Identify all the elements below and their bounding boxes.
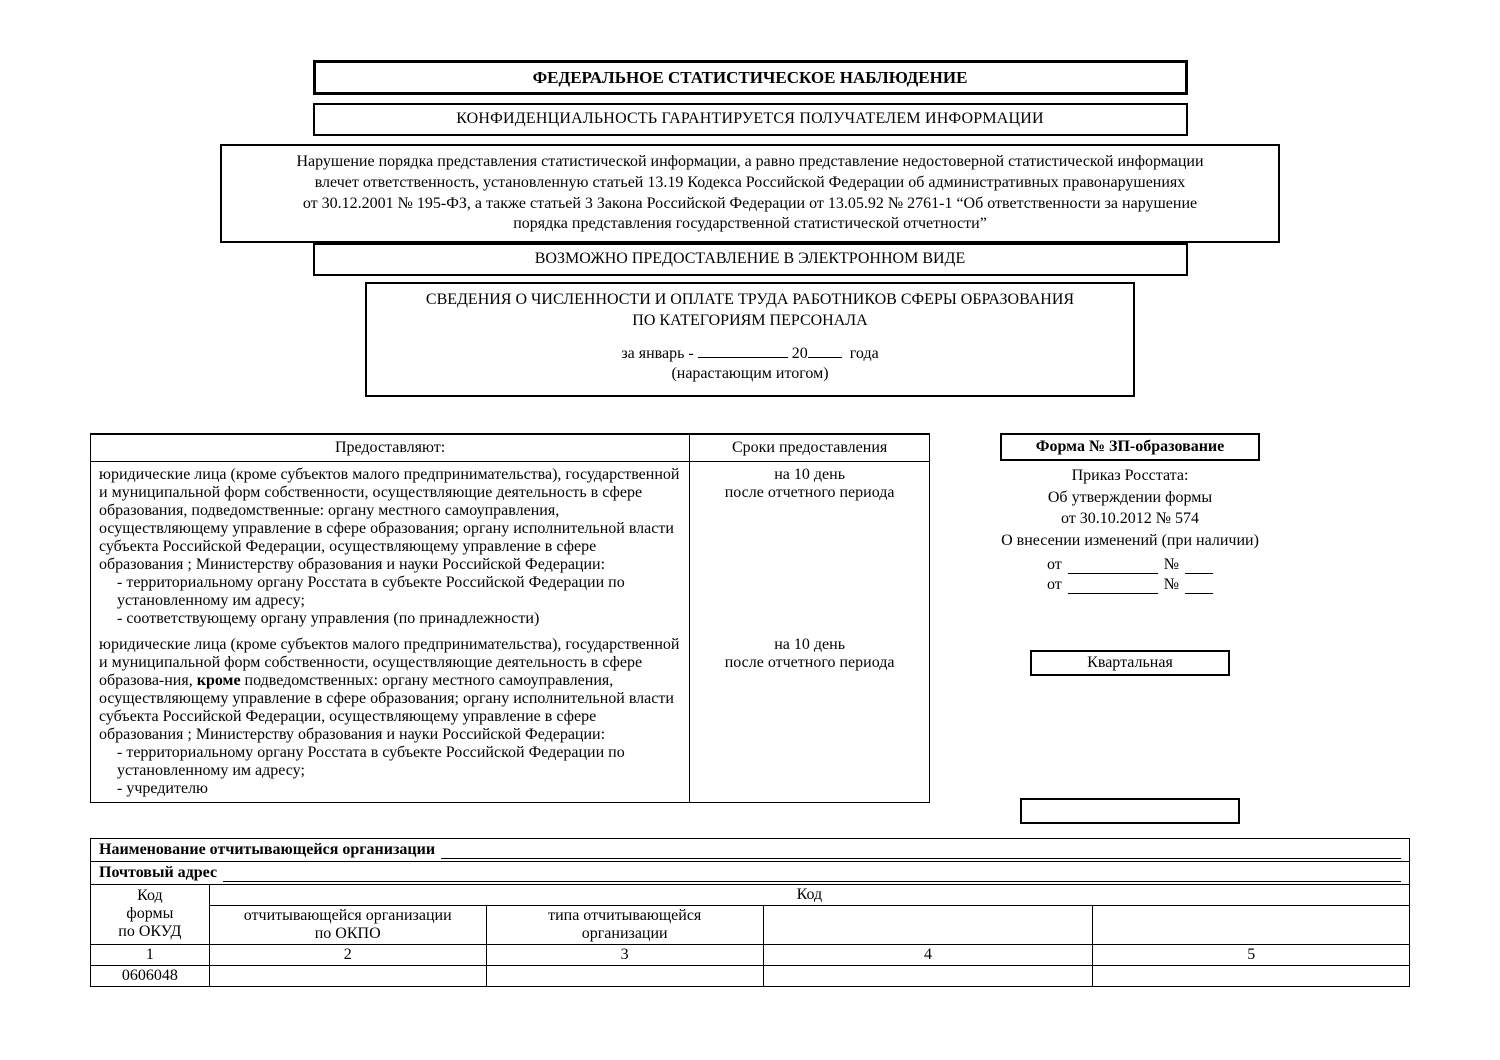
codes-h-codebig: Код xyxy=(209,884,1409,905)
decree-line: Приказ Росстата: xyxy=(960,465,1300,487)
provide-row1-p1: юридические лица (кроме субъектов малого… xyxy=(99,466,681,574)
document-page: ФЕДЕРАЛЬНОЕ СТАТИСТИЧЕСКОЕ НАБЛЮДЕНИЕ КО… xyxy=(0,0,1500,1060)
middle-region: Предоставляют: Сроки предоставления юрид… xyxy=(90,433,1410,823)
provide-row2-p1: юридические лица (кроме субъектов малого… xyxy=(99,636,681,744)
provide-row2-p1b: кроме xyxy=(197,672,241,689)
warning-line-3: от 30.12.2001 № 195-ФЗ, а также статьей … xyxy=(236,194,1264,215)
right-column: Форма № ЗП-образование Приказ Росстата: … xyxy=(960,433,1300,823)
confidentiality-text: КОНФИДЕНЦИАЛЬНОСТЬ ГАРАНТИРУЕТСЯ ПОЛУЧАТ… xyxy=(456,110,1044,127)
org-name-line: Наименование отчитывающейся организации xyxy=(90,838,1410,861)
from-no-lines: от № от № xyxy=(1047,554,1213,594)
approve-date: от 30.10.2012 № 574 xyxy=(960,508,1300,530)
warning-line-2: влечет ответственность, установленную ст… xyxy=(236,173,1264,194)
codes-h-code: Код xyxy=(97,887,203,905)
periodicity-text: Квартальная xyxy=(1087,654,1173,671)
codes-h-type-l2: организации xyxy=(493,925,757,943)
provide-row2-t1: на 10 день xyxy=(698,636,921,654)
codes-v2[interactable] xyxy=(209,965,486,986)
period-line: за январь - 20 года xyxy=(379,342,1121,365)
codes-h-okpo: отчитывающейся организации по ОКПО xyxy=(209,905,486,944)
provide-row2-b2: - учредителю xyxy=(117,780,681,798)
warning-line-4: порядка представления государственной ст… xyxy=(236,214,1264,235)
codes-v5[interactable] xyxy=(1093,965,1410,986)
info-line-1: СВЕДЕНИЯ О ЧИСЛЕННОСТИ И ОПЛАТЕ ТРУДА РА… xyxy=(379,290,1121,311)
form-number-text: Форма № ЗП-образование xyxy=(1036,438,1225,455)
provide-row1-b2: - соответствующему органу управления (по… xyxy=(117,610,681,628)
provide-col2-header: Сроки предоставления xyxy=(690,434,930,462)
codes-h-okpo-l2: по ОКПО xyxy=(216,925,480,943)
periodicity-box: Квартальная xyxy=(1030,650,1230,676)
codes-n5: 5 xyxy=(1093,944,1410,965)
provide-row2-desc: юридические лица (кроме субъектов малого… xyxy=(91,632,690,803)
provide-row1-b1: - территориальному органу Росстата в суб… xyxy=(117,574,681,610)
codes-table: Код формы по ОКУД Код отчитывающейся орг… xyxy=(90,884,1410,987)
info-box: СВЕДЕНИЯ О ЧИСЛЕННОСТИ И ОПЛАТЕ ТРУДА РА… xyxy=(365,282,1135,397)
period-note: (нарастающим итогом) xyxy=(379,364,1121,385)
provide-row2-timing: на 10 день после отчетного периода xyxy=(690,632,930,803)
codes-h-empty-2 xyxy=(1093,905,1410,944)
codes-n4: 4 xyxy=(763,944,1093,965)
org-name-label: Наименование отчитывающейся организации xyxy=(99,841,435,859)
codes-h-okpo-l1: отчитывающейся организации xyxy=(216,907,480,925)
from-no-row-2: от № xyxy=(1047,576,1213,594)
empty-box xyxy=(1020,798,1240,824)
provide-row2-t2: после отчетного периода xyxy=(698,654,921,672)
warning-box: Нарушение порядка представления статисти… xyxy=(220,144,1280,243)
org-addr-label: Почтовый адрес xyxy=(99,864,217,882)
approve-line: Об утверждении формы xyxy=(960,487,1300,509)
provide-col1-header: Предоставляют: xyxy=(91,434,690,462)
codes-h-form: Код формы по ОКУД xyxy=(91,884,210,944)
no-blank-1[interactable] xyxy=(1185,558,1213,574)
codes-h-type: типа отчитывающейся организации xyxy=(486,905,763,944)
provide-row2-b1: - территориальному органу Росстата в суб… xyxy=(117,744,681,780)
codes-h-form-l2: формы xyxy=(97,905,203,923)
organization-block: Наименование отчитывающейся организации … xyxy=(90,838,1410,987)
header-stack: ФЕДЕРАЛЬНОЕ СТАТИСТИЧЕСКОЕ НАБЛЮДЕНИЕ КО… xyxy=(313,60,1188,136)
decree-block: Приказ Росстата: Об утверждении формы от… xyxy=(960,465,1300,551)
org-addr-line: Почтовый адрес xyxy=(90,861,1410,884)
provide-row1-t1: на 10 день xyxy=(698,466,921,484)
period-month-blank[interactable] xyxy=(698,342,788,358)
org-name-blank[interactable] xyxy=(441,841,1401,859)
period-year-suffix: года xyxy=(850,345,879,362)
provide-row1-timing: на 10 день после отчетного периода xyxy=(690,462,930,633)
from-blank-2[interactable] xyxy=(1068,578,1158,594)
no-label-2: № xyxy=(1164,576,1179,594)
info-line-2: ПО КАТЕГОРИЯМ ПЕРСОНАЛА xyxy=(379,311,1121,332)
codes-h-empty-1 xyxy=(763,905,1093,944)
changes-line: О внесении изменений (при наличии) xyxy=(960,530,1300,552)
provide-table: Предоставляют: Сроки предоставления юрид… xyxy=(90,433,930,803)
from-label-2: от xyxy=(1047,576,1062,594)
codes-v4[interactable] xyxy=(763,965,1093,986)
from-no-row-1: от № xyxy=(1047,556,1213,574)
org-addr-blank[interactable] xyxy=(223,864,1401,882)
codes-okud-value: 0606048 xyxy=(91,965,210,986)
no-blank-2[interactable] xyxy=(1185,578,1213,594)
electronic-box: ВОЗМОЖНО ПРЕДОСТАВЛЕНИЕ В ЭЛЕКТРОННОМ ВИ… xyxy=(313,243,1188,276)
title-box: ФЕДЕРАЛЬНОЕ СТАТИСТИЧЕСКОЕ НАБЛЮДЕНИЕ xyxy=(313,60,1188,95)
codes-n1: 1 xyxy=(91,944,210,965)
no-label-1: № xyxy=(1164,556,1179,574)
codes-n2: 2 xyxy=(209,944,486,965)
warning-line-1: Нарушение порядка представления статисти… xyxy=(236,152,1264,173)
form-number-box: Форма № ЗП-образование xyxy=(1000,433,1260,461)
title-text: ФЕДЕРАЛЬНОЕ СТАТИСТИЧЕСКОЕ НАБЛЮДЕНИЕ xyxy=(533,68,968,87)
codes-h-form-l3: по ОКУД xyxy=(97,923,203,941)
provide-row1-t2: после отчетного периода xyxy=(698,484,921,502)
period-year-blank[interactable] xyxy=(808,342,842,358)
period-year-prefix: 20 xyxy=(792,345,808,362)
codes-h-type-l1: типа отчитывающейся xyxy=(493,907,757,925)
electronic-text: ВОЗМОЖНО ПРЕДОСТАВЛЕНИЕ В ЭЛЕКТРОННОМ ВИ… xyxy=(535,250,965,267)
period-prefix: за январь - xyxy=(621,345,693,362)
from-label-1: от xyxy=(1047,556,1062,574)
from-blank-1[interactable] xyxy=(1068,558,1158,574)
codes-v3[interactable] xyxy=(486,965,763,986)
codes-n3: 3 xyxy=(486,944,763,965)
provide-row1-desc: юридические лица (кроме субъектов малого… xyxy=(91,462,690,633)
confidentiality-box: КОНФИДЕНЦИАЛЬНОСТЬ ГАРАНТИРУЕТСЯ ПОЛУЧАТ… xyxy=(313,103,1188,136)
